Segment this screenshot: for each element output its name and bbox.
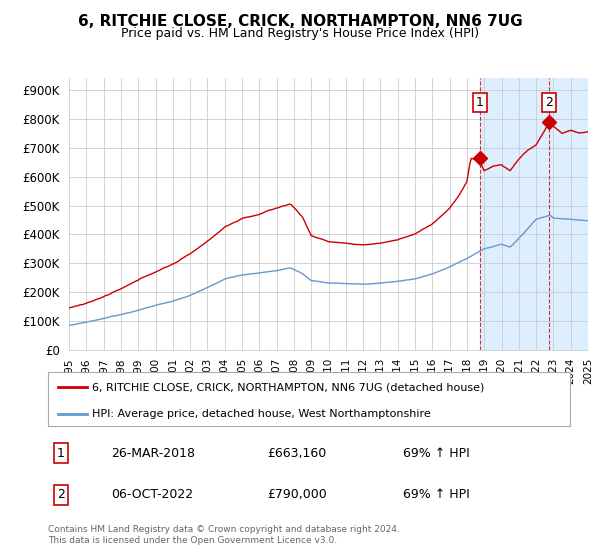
Text: 1: 1	[57, 446, 65, 460]
Text: Price paid vs. HM Land Registry's House Price Index (HPI): Price paid vs. HM Land Registry's House …	[121, 27, 479, 40]
Text: 06-OCT-2022: 06-OCT-2022	[110, 488, 193, 501]
Text: 6, RITCHIE CLOSE, CRICK, NORTHAMPTON, NN6 7UG: 6, RITCHIE CLOSE, CRICK, NORTHAMPTON, NN…	[77, 14, 523, 29]
Text: £663,160: £663,160	[267, 446, 326, 460]
Text: HPI: Average price, detached house, West Northamptonshire: HPI: Average price, detached house, West…	[92, 409, 431, 419]
Text: Contains HM Land Registry data © Crown copyright and database right 2024.
This d: Contains HM Land Registry data © Crown c…	[48, 525, 400, 545]
Text: 69% ↑ HPI: 69% ↑ HPI	[403, 488, 470, 501]
Text: £790,000: £790,000	[267, 488, 327, 501]
Text: 26-MAR-2018: 26-MAR-2018	[110, 446, 194, 460]
Text: 69% ↑ HPI: 69% ↑ HPI	[403, 446, 470, 460]
Text: 6, RITCHIE CLOSE, CRICK, NORTHAMPTON, NN6 7UG (detached house): 6, RITCHIE CLOSE, CRICK, NORTHAMPTON, NN…	[92, 382, 485, 393]
Text: 2: 2	[545, 96, 553, 109]
Bar	[480, 78, 588, 350]
Text: 2: 2	[57, 488, 65, 501]
Text: 1: 1	[476, 96, 484, 109]
